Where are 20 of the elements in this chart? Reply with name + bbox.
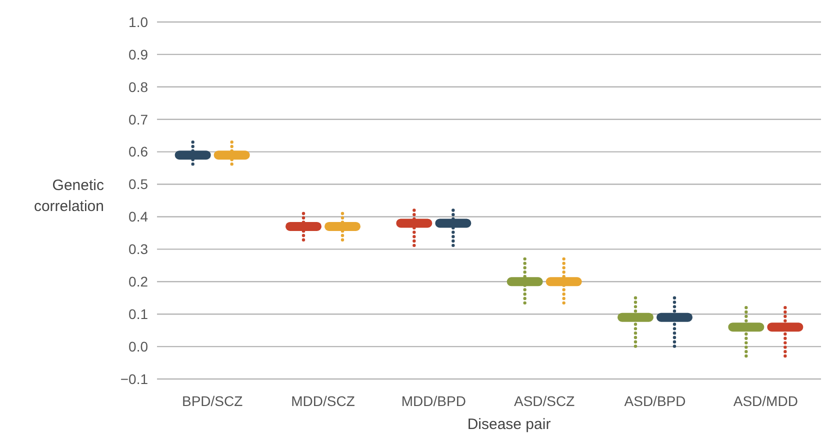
x-tick-label: BPD/SCZ [182, 393, 244, 409]
y-tick-label: 0.7 [128, 111, 148, 128]
y-tick-label: 0.0 [128, 338, 148, 354]
x-tick-label: MDD/SCZ [291, 393, 356, 409]
x-tick-label: ASD/BPD [624, 393, 686, 409]
y-tick-label: 0.3 [128, 241, 148, 258]
y-tick-label: 1.0 [128, 14, 148, 30]
x-tick-label: ASD/MDD [733, 393, 798, 409]
x-tick-label: ASD/SCZ [514, 393, 576, 409]
y-tick-label: 0.1 [128, 306, 148, 322]
y-tick-label: 0.6 [128, 144, 148, 160]
x-axis-title: Disease pair [467, 416, 551, 433]
y-tick-label: 0.4 [128, 208, 148, 225]
y-tick-label: 0.5 [128, 176, 148, 192]
x-tick-label: MDD/BPD [401, 393, 466, 409]
y-tick-label: 0.2 [128, 274, 148, 290]
y-tick-label: −0.1 [120, 370, 148, 387]
y-tick-label: 0.8 [128, 78, 148, 95]
y-tick-label: 0.9 [128, 46, 148, 62]
y-axis-title: Genetic correlation [34, 177, 104, 215]
